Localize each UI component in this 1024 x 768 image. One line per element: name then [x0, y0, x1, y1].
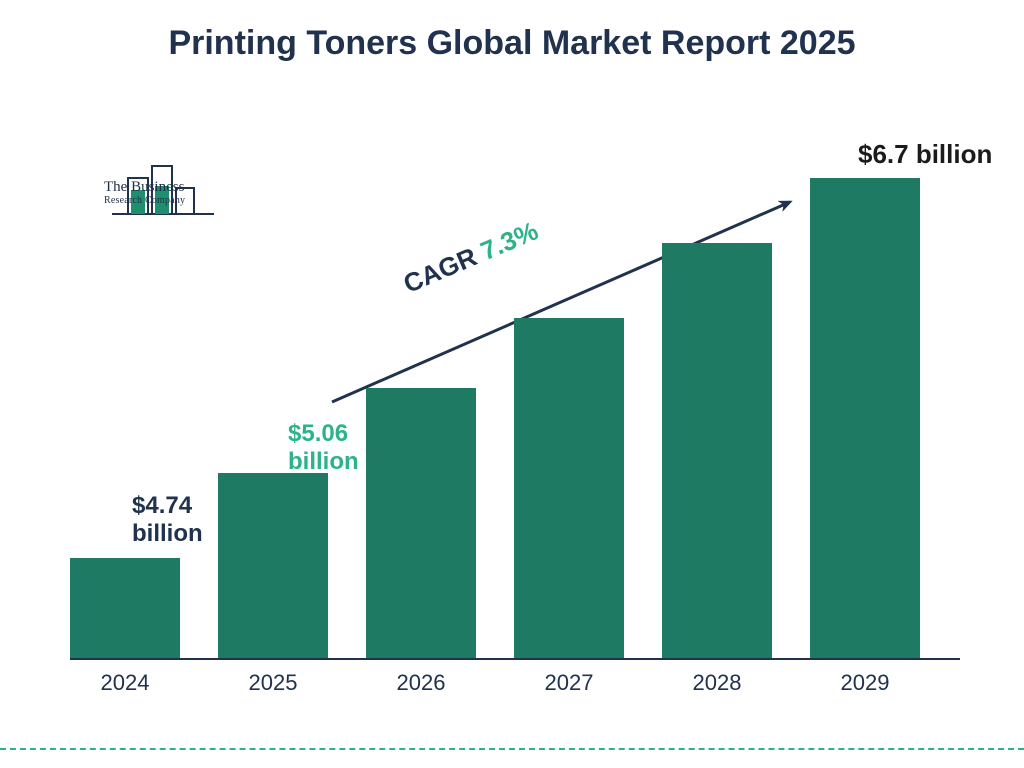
bar	[662, 243, 772, 658]
x-tick-label: 2027	[514, 670, 624, 696]
x-tick-label: 2025	[218, 670, 328, 696]
bottom-divider	[0, 748, 1024, 750]
bar	[514, 318, 624, 658]
bar	[70, 558, 180, 658]
value-callout: $6.7 billion	[858, 140, 1024, 170]
value-callout: $4.74 billion	[132, 492, 242, 547]
page-root: Printing Toners Global Market Report 202…	[0, 0, 1024, 768]
value-callout: $5.06 billion	[288, 420, 398, 475]
chart-title: Printing Toners Global Market Report 202…	[0, 24, 1024, 63]
bar-chart: CAGR 7.3% Market Size (in USD billion) 2…	[70, 140, 960, 660]
x-tick-label: 2024	[70, 670, 180, 696]
bar	[810, 178, 920, 658]
x-tick-label: 2029	[810, 670, 920, 696]
x-tick-label: 2026	[366, 670, 476, 696]
x-tick-label: 2028	[662, 670, 772, 696]
